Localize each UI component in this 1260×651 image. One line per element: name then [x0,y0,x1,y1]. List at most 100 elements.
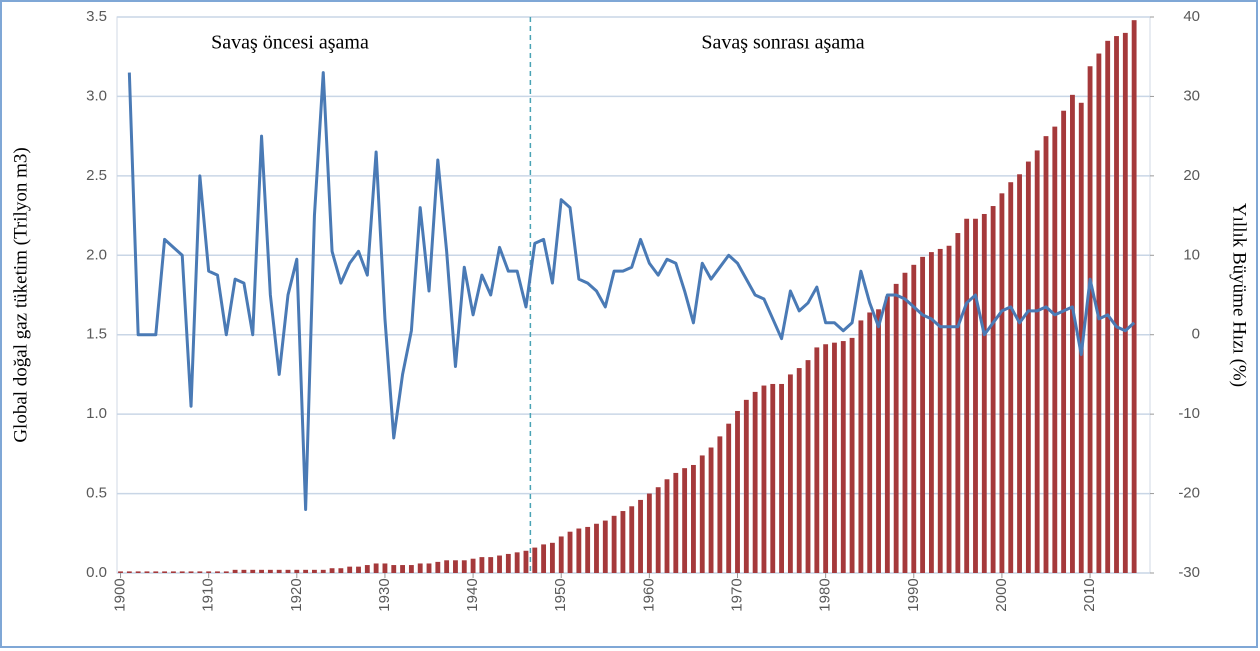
bar [549,542,555,573]
bar [1025,161,1031,573]
bar [532,547,538,573]
x-tick-label: 1930 [376,578,393,611]
bar [294,569,300,573]
bar [884,296,890,573]
bar [638,499,643,573]
y2-tick-label: 10 [1183,246,1200,263]
bar [814,347,820,573]
bar [964,218,970,573]
bar [1087,66,1093,573]
bar [973,218,978,573]
line [127,71,1136,511]
bar [717,436,723,573]
bar [364,565,370,573]
bar [558,536,564,573]
bar [197,571,203,573]
bar [664,479,670,573]
bar [523,550,529,573]
bar [779,383,784,573]
bar [1061,110,1067,574]
bar [796,368,802,573]
bar [126,571,132,573]
bar [179,571,185,573]
bar [902,272,908,573]
bar [673,472,679,573]
y-tick-label: 2.0 [86,246,107,263]
bar [1017,174,1022,574]
bar [1131,20,1137,574]
bar [188,571,194,573]
bar [990,206,996,574]
bar [153,571,159,573]
bar [215,571,220,573]
y-tick-label: 2.5 [86,167,107,184]
bar [470,558,476,573]
bar [241,569,247,573]
bar [1122,32,1128,573]
y2-axis-title: Yıllık Büyüme Hızı (%) [1229,203,1250,387]
y-tick-label: 1.5 [86,326,107,343]
bar [320,569,326,573]
bar [999,193,1005,573]
x-tick-label: 1990 [905,578,922,611]
bar [858,320,864,573]
bar [505,553,511,573]
bar [373,563,379,573]
bar [937,248,943,573]
bar [761,385,767,573]
bar [303,569,309,573]
y-tick-label: 1.0 [86,405,107,422]
bar [823,344,829,573]
bar [276,569,282,573]
x-tick-label: 1920 [288,578,305,611]
y2-tick-label: -30 [1178,564,1200,581]
bar [611,515,617,573]
y-tick-label: 0.5 [86,485,107,502]
bar [585,526,591,573]
bar [453,560,458,573]
bar [118,571,123,573]
bar [232,569,238,573]
bar [223,571,229,573]
x-tick-label: 1960 [640,578,657,611]
bar [1052,126,1058,574]
y-axis-title: Global doğal gaz tüketim (Trilyon m3) [10,147,31,442]
x-tick-label: 1940 [464,578,481,611]
bar [981,213,987,574]
bar [488,557,494,573]
y2-tick-label: 20 [1183,167,1200,184]
bar [1070,94,1075,573]
x-tick-label: 1900 [111,578,128,611]
bar [946,245,952,574]
bar [312,569,317,573]
bar [400,565,405,573]
bar [576,528,582,573]
bar [435,561,441,573]
bar [162,571,168,573]
x-tick-label: 2010 [1081,578,1098,611]
bar [805,360,811,573]
x-tick-label: 1970 [728,578,745,611]
bar [250,569,256,573]
y2-tick-label: 40 [1183,8,1200,25]
bar [920,256,926,573]
bar [426,563,432,573]
bar [691,464,696,573]
bar [832,342,837,573]
y2-tick-label: 30 [1183,87,1200,104]
annotation: Savaş sonrası aşama [701,32,864,54]
bar [602,520,608,573]
bar [840,341,846,573]
y-tick-label: 0.0 [86,564,107,581]
bar [497,555,502,573]
bar [594,523,599,573]
bar [928,252,934,573]
bar [1008,182,1014,573]
bar [541,544,547,573]
bar [170,571,176,573]
bar [1105,40,1111,574]
bar [329,568,335,573]
bar [708,447,714,573]
